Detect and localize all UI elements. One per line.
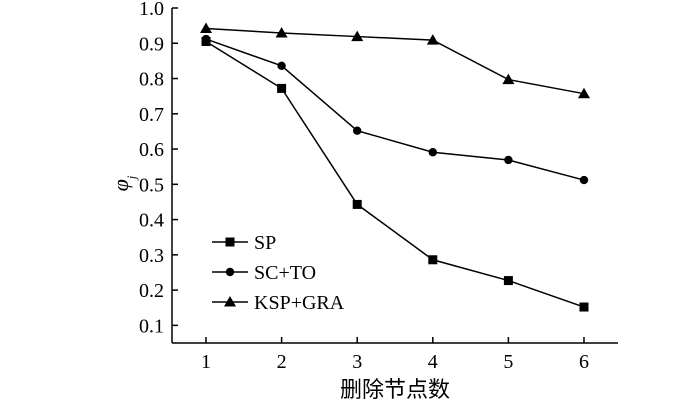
data-point [577,87,590,99]
y-tick-label: 0.6 [139,139,164,161]
series-layer [200,22,590,312]
data-point [351,30,364,42]
y-tick-label: 0.5 [139,174,164,196]
legend-label: SP [254,232,276,254]
data-point [579,302,589,312]
series-ksp-gra [200,22,590,99]
legend: SP SC+TO KSP+GRA [212,232,345,314]
x-tick-label: 5 [503,351,513,373]
y-tick-label: 0.2 [139,280,164,302]
data-point [201,34,211,44]
y-tick-label: 0.7 [139,104,164,126]
axes: 0.1 0.2 0.3 0.4 0.5 0.6 0.7 0.8 0.9 1.0 1 2 3 4 5 6 [139,0,618,373]
legend-label: SC+TO [254,262,316,284]
legend-marker [224,296,236,307]
series-sc-to [201,34,589,185]
legend-item: SP [212,232,276,254]
x-tick-label: 4 [428,351,438,373]
y-tick-label: 0.9 [139,33,164,55]
legend-label: KSP+GRA [254,292,345,314]
y-axis-title-subscript: j [124,175,139,181]
data-point [277,61,286,71]
x-tick-label: 6 [579,351,589,373]
legend-marker [225,237,235,247]
data-point [426,34,439,45]
data-point [504,155,513,165]
data-point [277,83,287,93]
y-tick-label: 1.0 [139,0,164,20]
series-line [205,27,585,95]
x-axis-title: 删除节点数 [340,378,450,403]
y-axis-title-main: φ [108,179,133,191]
data-point [428,148,437,157]
x-tick-label: 2 [277,351,287,373]
y-tick-label: 0.1 [139,315,164,337]
legend-item: KSP+GRA [212,292,345,314]
data-point [275,27,288,38]
x-tick-label: 1 [201,351,211,373]
y-tick-label: 0.8 [139,69,164,91]
legend-item: SC+TO [212,262,316,284]
series-line [205,38,585,181]
data-point [502,73,515,85]
data-point [428,255,438,265]
legend-marker [225,267,235,277]
data-point [353,126,362,135]
data-point [200,22,213,33]
data-point [352,199,362,209]
y-tick-label: 0.4 [139,210,164,232]
y-tick-label: 0.3 [139,245,164,267]
data-point [503,276,513,286]
series-line [205,40,585,308]
data-point [579,175,589,185]
y-axis-title: φj [108,175,139,191]
x-tick-label: 3 [352,351,362,373]
